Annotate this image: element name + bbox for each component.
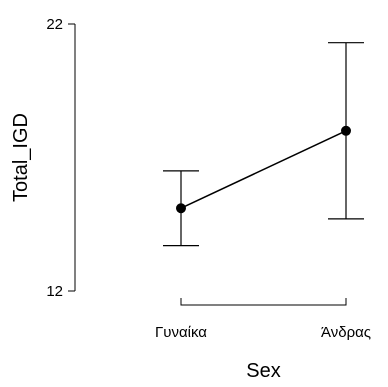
data-point bbox=[176, 203, 186, 214]
plot-area bbox=[163, 42, 364, 247]
y-ticks: 12 22 bbox=[46, 16, 75, 300]
x-tick-label: Γυναίκα bbox=[155, 324, 207, 341]
data-point bbox=[341, 125, 351, 136]
x-axis: Γυναίκα Άνδρας bbox=[155, 298, 371, 341]
x-axis-line bbox=[180, 298, 347, 306]
x-tick-label: Άνδρας bbox=[321, 324, 371, 341]
series-line bbox=[180, 130, 347, 209]
y-tick-label: 12 bbox=[46, 283, 63, 300]
x-axis-label: Sex bbox=[246, 360, 280, 382]
y-axis-label: Total_IGD bbox=[10, 113, 32, 202]
y-axis: 12 22 bbox=[46, 16, 76, 300]
x-ticks: Γυναίκα Άνδρας bbox=[155, 324, 371, 341]
y-tick-label: 22 bbox=[46, 16, 63, 33]
